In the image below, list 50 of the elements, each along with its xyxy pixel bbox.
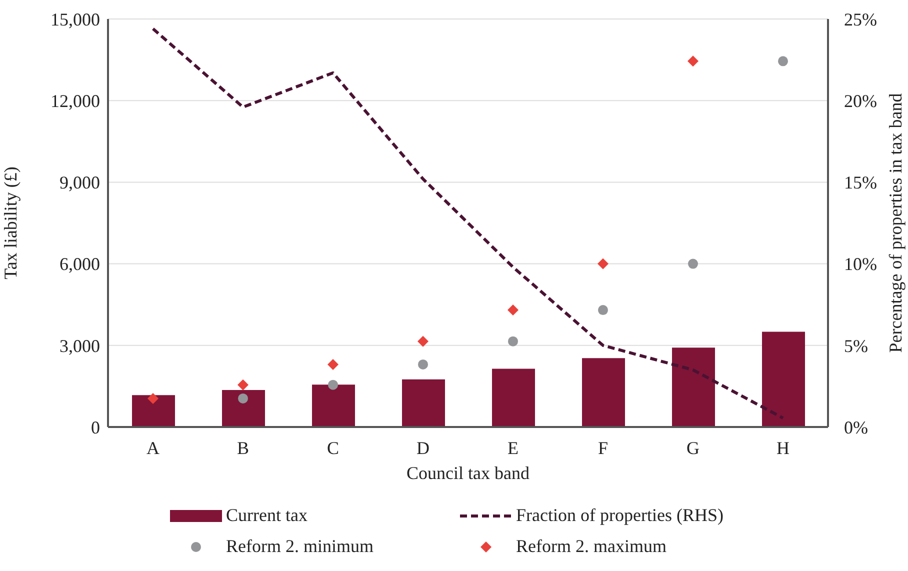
point: [598, 305, 608, 316]
point: [508, 336, 518, 346]
legend-label: Current tax: [226, 505, 308, 526]
y2-tick-label: 25%: [844, 9, 877, 30]
x-tick-label: G: [686, 438, 700, 458]
y2-tick-label: 0%: [844, 417, 868, 438]
legend-label: Reform 2. minimum: [226, 536, 374, 557]
x-tick-label: H: [776, 438, 790, 458]
y2-axis-title: Percentage of properties in tax band: [885, 93, 906, 353]
point: [418, 336, 428, 347]
y-tick-label: 0: [91, 417, 100, 438]
bar: [402, 379, 445, 427]
bar: [132, 395, 175, 427]
bar: [762, 332, 805, 427]
y-tick-label: 9,000: [60, 172, 100, 193]
point: [238, 393, 248, 404]
bar: [672, 348, 715, 427]
y-tick-label: 6,000: [60, 254, 100, 274]
point: [418, 359, 428, 370]
y-tick-label: 12,000: [50, 90, 100, 111]
point: [148, 392, 158, 404]
bar: [222, 390, 265, 427]
x-tick-label: B: [236, 438, 250, 458]
legend-label: Fraction of properties (RHS): [516, 505, 724, 526]
bar: [582, 358, 625, 427]
line-series: [152, 27, 784, 420]
x-tick-label: A: [146, 438, 160, 458]
point: [688, 258, 698, 269]
legend-label: Reform 2. maximum: [516, 536, 666, 557]
y-axis-title: Tax liability (£): [0, 166, 20, 280]
y2-tick-label: 10%: [844, 254, 877, 274]
y-tick-label: 3,000: [60, 336, 100, 356]
point: [778, 56, 788, 66]
point: [328, 358, 338, 370]
point: [508, 304, 518, 316]
point: [328, 380, 338, 390]
x-tick-label: E: [508, 438, 518, 458]
x-axis-title: Council tax band: [406, 463, 530, 483]
point: [688, 56, 698, 67]
point: [598, 258, 608, 270]
y-tick-label: 15,000: [50, 9, 100, 30]
x-tick-label: D: [416, 438, 430, 458]
y2-tick-label: 20%: [844, 90, 877, 111]
x-tick-label: C: [326, 438, 340, 458]
bar: [312, 384, 355, 427]
bar: [492, 368, 535, 427]
x-tick-label: F: [598, 438, 608, 458]
y2-tick-label: 15%: [844, 172, 877, 193]
point: [238, 379, 248, 390]
y2-tick-label: 5%: [844, 336, 868, 356]
